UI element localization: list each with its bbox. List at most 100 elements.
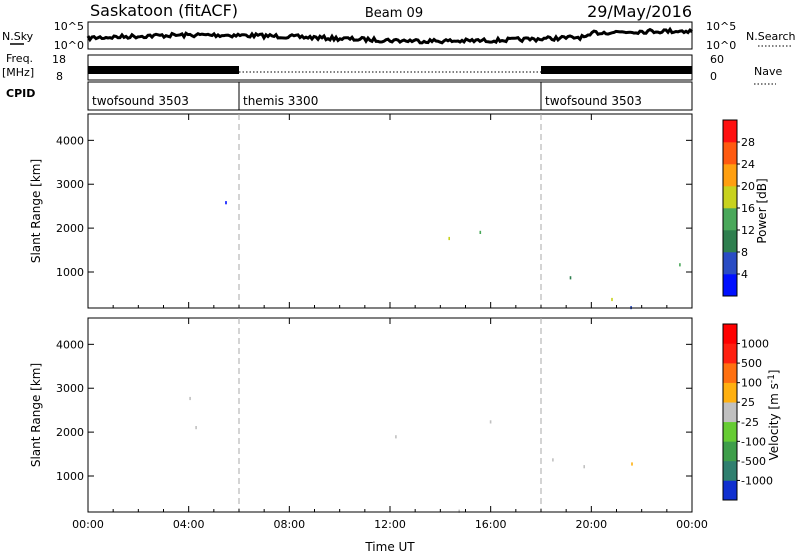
echo-cell [489, 420, 492, 424]
nsky-line [86, 26, 693, 45]
freq-tick-high: 18 [52, 53, 66, 66]
power-colorbar: 4 8 12 16 20 24 28 [722, 119, 755, 297]
y-tick-label: 2000 [56, 222, 84, 235]
echo-cell [552, 458, 554, 462]
date-title: 29/May/2016 [587, 2, 692, 21]
x-tick-label: 08:00 [273, 518, 305, 531]
nsky-tick-low: 10^0 [54, 39, 84, 52]
status-strips: twofsound 3503 themis 3300 twofsound 3503 … [2, 20, 796, 111]
colorbar-segment [723, 252, 737, 275]
nsky-tick-high: 10^5 [54, 20, 84, 33]
colorbar-segment [723, 343, 737, 364]
colorbar-tick-label: 8 [741, 246, 748, 259]
velocity-colorbar-label: Velocity [m s-1] [767, 370, 781, 461]
colorbar-segment [723, 441, 737, 462]
power-panel-frame [87, 113, 693, 309]
velocity-echo-data [189, 396, 633, 513]
colorbar-frame [722, 323, 738, 501]
colorbar-segment [723, 186, 737, 209]
colorbar-segment [723, 208, 737, 231]
y-tick-label: 4000 [56, 338, 84, 351]
nsearch-label: N.Search [746, 30, 796, 43]
power-ylabel: Slant Range [km] [29, 159, 43, 263]
echo-cell [189, 396, 191, 401]
colorbar-tick-label: 500 [741, 357, 762, 370]
colorbar-tick-label: 24 [741, 158, 755, 171]
colorbar-tick-label: -100 [741, 435, 766, 448]
colorbar-segment [723, 402, 737, 423]
colorbar-tick-label: 25 [741, 396, 755, 409]
velocity-colorbar: 1000 500 100 25 -25 -100 -500 -1000 [722, 323, 773, 501]
y-tick-label: 1000 [56, 266, 84, 279]
figure-header: Saskatoon (fitACF) Beam 09 29/May/2016 [90, 1, 692, 21]
echo-cell [569, 276, 572, 280]
y-tick-label: 4000 [56, 134, 84, 147]
colorbar-segment [723, 324, 737, 344]
nave-tick-low: 0 [710, 70, 717, 83]
x-axis-label: Time UT [364, 540, 415, 554]
colorbar-segment [723, 142, 737, 165]
power-echo-data [225, 201, 681, 310]
y-tick-label: 3000 [56, 178, 84, 191]
cpid-segments: twofsound 3503 themis 3300 twofsound 3503 [92, 82, 642, 110]
beam-title: Beam 09 [365, 6, 423, 21]
power-axes: 1000 2000 3000 4000 [56, 114, 693, 308]
velocity-panel-frame [87, 317, 693, 513]
colorbar-tick-label: -25 [741, 416, 759, 429]
colorbar-tick-label: -1000 [741, 474, 773, 487]
velocity-axes: 00:00 04:00 08:00 12:00 16:00 20:00 00:00 1000 2… [56, 318, 708, 531]
x-tick-label: 00:00 [72, 518, 104, 531]
echo-cell [631, 462, 633, 466]
nsky-trace [86, 26, 693, 45]
freq-trace [88, 66, 692, 74]
colorbar-segment [723, 120, 737, 143]
colorbar-tick-label: 28 [741, 136, 755, 149]
x-tick-label: 04:00 [173, 518, 205, 531]
colorbar-tick-label: 1000 [741, 338, 769, 351]
velocity-panel: 00:00 04:00 08:00 12:00 16:00 20:00 00:00 1000 2… [29, 317, 781, 531]
colorbar-tick-label: -500 [741, 455, 766, 468]
nsky-label: N.Sky [2, 30, 34, 43]
echo-cell [195, 426, 197, 430]
colorbar-segment [723, 274, 737, 297]
echo-cell [611, 297, 613, 302]
y-tick-label: 1000 [56, 470, 84, 483]
y-tick-label: 2000 [56, 426, 84, 439]
nsearch-tick-high: 10^5 [706, 20, 736, 33]
cpid-strip-frame [87, 81, 693, 111]
freq-band [88, 66, 239, 74]
echo-cell [479, 230, 482, 234]
colorbar-tick-label: 12 [741, 224, 755, 237]
power-colorbar-label: Power [dB] [755, 178, 769, 243]
echo-cell [225, 201, 227, 205]
x-tick-label: 20:00 [575, 518, 607, 531]
echo-cell [679, 263, 681, 267]
nsearch-tick-low: 10^0 [706, 39, 736, 52]
cpid-segment-label: themis 3300 [243, 94, 318, 108]
station-title: Saskatoon (fitACF) [90, 1, 238, 20]
colorbar-segment [723, 460, 737, 481]
colorbar-tick-label: 16 [741, 202, 755, 215]
colorbar-segment [723, 382, 737, 403]
echo-cell [583, 465, 585, 469]
colorbar-tick-label: 4 [741, 268, 748, 281]
x-tick-label: 00:00 [676, 518, 708, 531]
freq-label: Freq. [6, 52, 33, 65]
colorbar-segment [723, 421, 737, 442]
colorbar-segment [723, 230, 737, 253]
colorbar-tick-label: 20 [741, 180, 755, 193]
x-tick-label: 12:00 [374, 518, 406, 531]
echo-cell [448, 236, 450, 241]
colorbar-tick-label: 100 [741, 377, 762, 390]
cpid-label: CPID [6, 87, 35, 100]
freq-band [541, 66, 692, 74]
freq-tick-low: 8 [56, 70, 63, 83]
freq-unit: [MHz] [2, 66, 34, 79]
power-panel: 1000 2000 3000 4000 Slant Range [km] 4 8 12 16… [29, 113, 769, 310]
echo-cell [395, 435, 397, 439]
velocity-ylabel: Slant Range [km] [29, 363, 43, 467]
echo-cell [458, 509, 460, 513]
colorbar-segment [723, 164, 737, 187]
cpid-segment-label: twofsound 3503 [545, 94, 642, 108]
